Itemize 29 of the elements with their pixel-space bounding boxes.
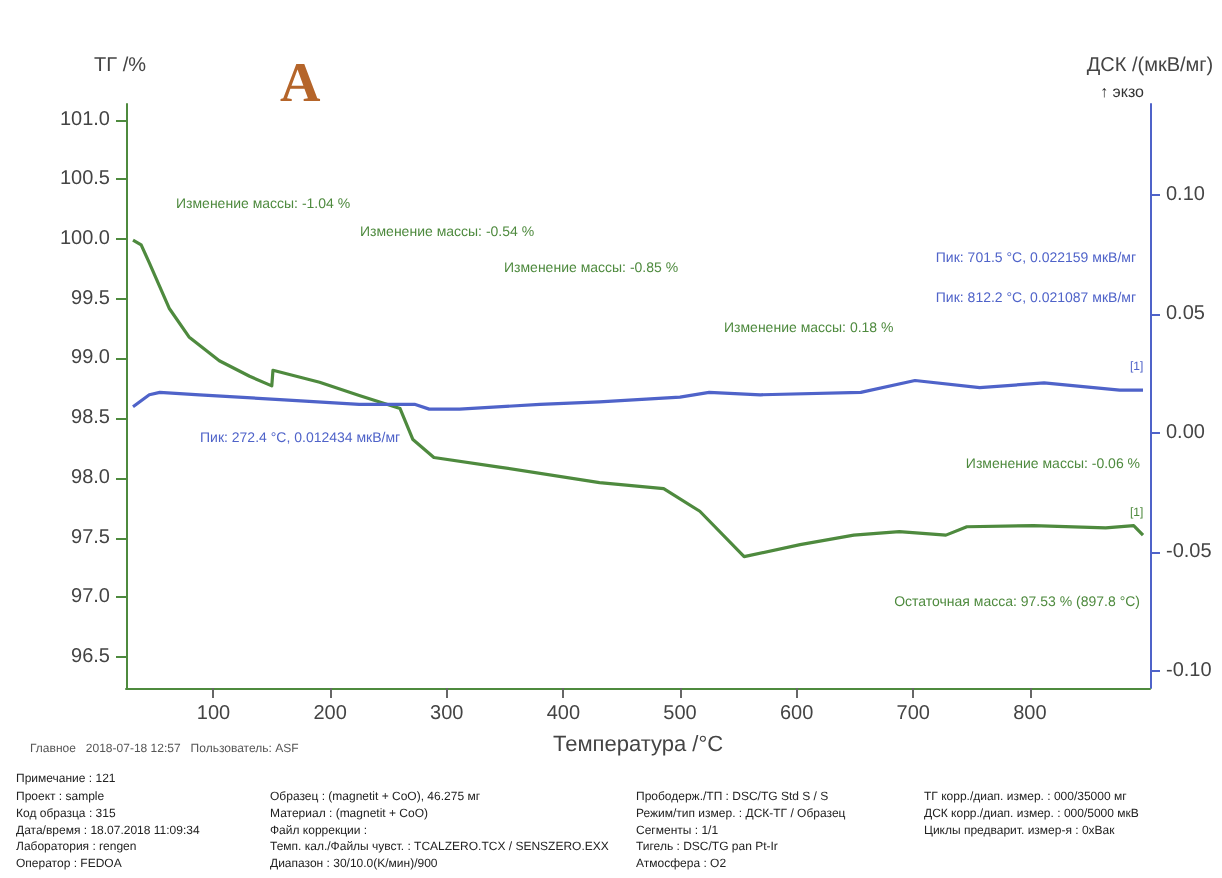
y-tick-label: 100.0 [59, 227, 111, 250]
y2-tick-label: -0.10 [1166, 660, 1213, 683]
y-tick-label: 99.0 [71, 347, 111, 370]
y-tick-label: 100.5 [59, 168, 111, 191]
y2-tick-label: 0.10 [1166, 183, 1206, 206]
y2-tick-label: -0.05 [1166, 541, 1213, 564]
annotation: A [280, 53, 322, 115]
x-tick-label: 500 [663, 703, 698, 725]
x-tick-label: 200 [313, 703, 348, 725]
y-axis-title: ТГ /% [94, 55, 147, 77]
y-tick-label: 97.0 [71, 586, 111, 609]
x-tick-label: 600 [779, 703, 815, 725]
y2-tick-label: 0.05 [1166, 302, 1206, 325]
x-tick-label: 400 [546, 703, 581, 725]
line-series [131, 378, 1145, 411]
text: ↑ экзо [1100, 83, 1146, 101]
y2-tick-label: 0.00 [1166, 421, 1206, 444]
x-tick-label: 100 [196, 703, 232, 725]
y-tick-label: 97.5 [71, 526, 111, 549]
x-tick-label: 700 [896, 703, 931, 725]
y-tick-label: 99.5 [71, 287, 111, 310]
y2-axis-title: ДСК /(мкВ/мг) [1086, 55, 1214, 77]
x-tick-label: 300 [430, 703, 465, 725]
y-tick-label: 96.5 [71, 645, 111, 668]
y-tick-label: 98.0 [71, 466, 111, 489]
x-tick-label: 800 [1013, 703, 1048, 725]
x-axis-title: Температура /°C [552, 732, 724, 757]
y-tick-label: 101.0 [59, 108, 111, 131]
y-tick-label: 98.5 [71, 407, 111, 430]
